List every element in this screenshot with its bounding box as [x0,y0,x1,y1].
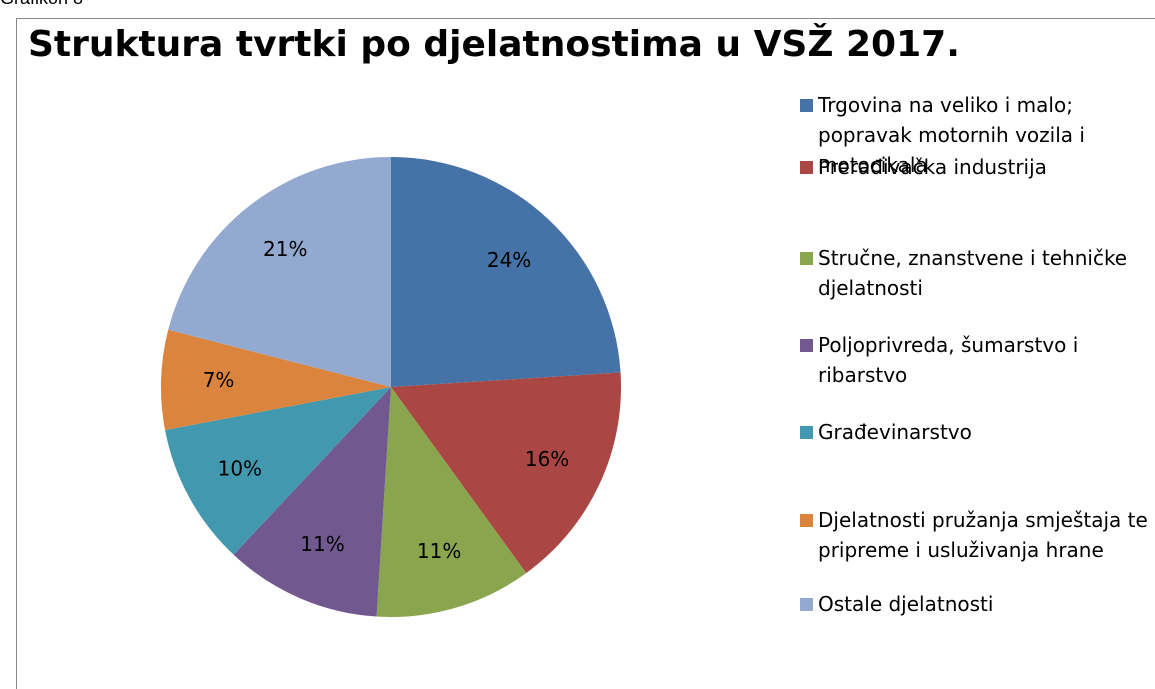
data-label: 7% [203,368,235,392]
pie-slice [161,329,391,431]
legend-item: Građevinarstvo [800,417,1152,447]
legend-label: Ostale djelatnosti [818,592,994,616]
legend-item: Ostale djelatnosti [800,589,1152,619]
pie-slice [391,157,621,387]
chart: 24% 16% 11% 11% 10% 7% 21% [161,157,621,617]
legend-swatch [800,99,813,112]
pie-slice [168,157,391,387]
legend-swatch [800,339,813,352]
legend-swatch [800,598,813,611]
legend-item: Trgovina na veliko i malo; popravak moto… [800,90,1152,180]
legend-item: Stručne, znanstvene i tehničke djelatnos… [800,243,1152,303]
legend-swatch [800,514,813,527]
legend-swatch [800,252,813,265]
legend-label: Stručne, znanstvene i tehničke djelatnos… [818,246,1128,300]
legend-swatch [800,161,813,174]
legend-item: Poljoprivreda, šumarstvo i ribarstvo [800,330,1152,390]
data-label: 11% [300,532,344,556]
legend-label: Poljoprivreda, šumarstvo i ribarstvo [818,333,1079,387]
legend-label: Djelatnosti pružanja smještaja te pripre… [818,508,1148,562]
data-label: 21% [263,237,307,261]
data-label: 10% [218,457,262,481]
legend-item: Prerađivačka industrija [800,152,1152,182]
chart-title: Struktura tvrtki po djelatnostima u VSŽ … [28,24,960,65]
legend-swatch [800,426,813,439]
pie-slice [376,387,527,617]
legend-label: Trgovina na veliko i malo; popravak moto… [818,93,1085,177]
caption: Grafikon 8 [0,0,83,9]
pie-slice [233,387,391,617]
legend-label: Prerađivačka industrija [818,155,1047,179]
legend-label: Građevinarstvo [818,420,972,444]
pie-slice [165,387,391,555]
legend-item: Djelatnosti pružanja smještaja te pripre… [800,505,1152,565]
data-label: 16% [525,447,569,471]
chart-frame [16,18,1155,689]
data-label: 11% [417,539,461,563]
data-label: 24% [487,248,531,272]
pie-slice [391,372,621,574]
